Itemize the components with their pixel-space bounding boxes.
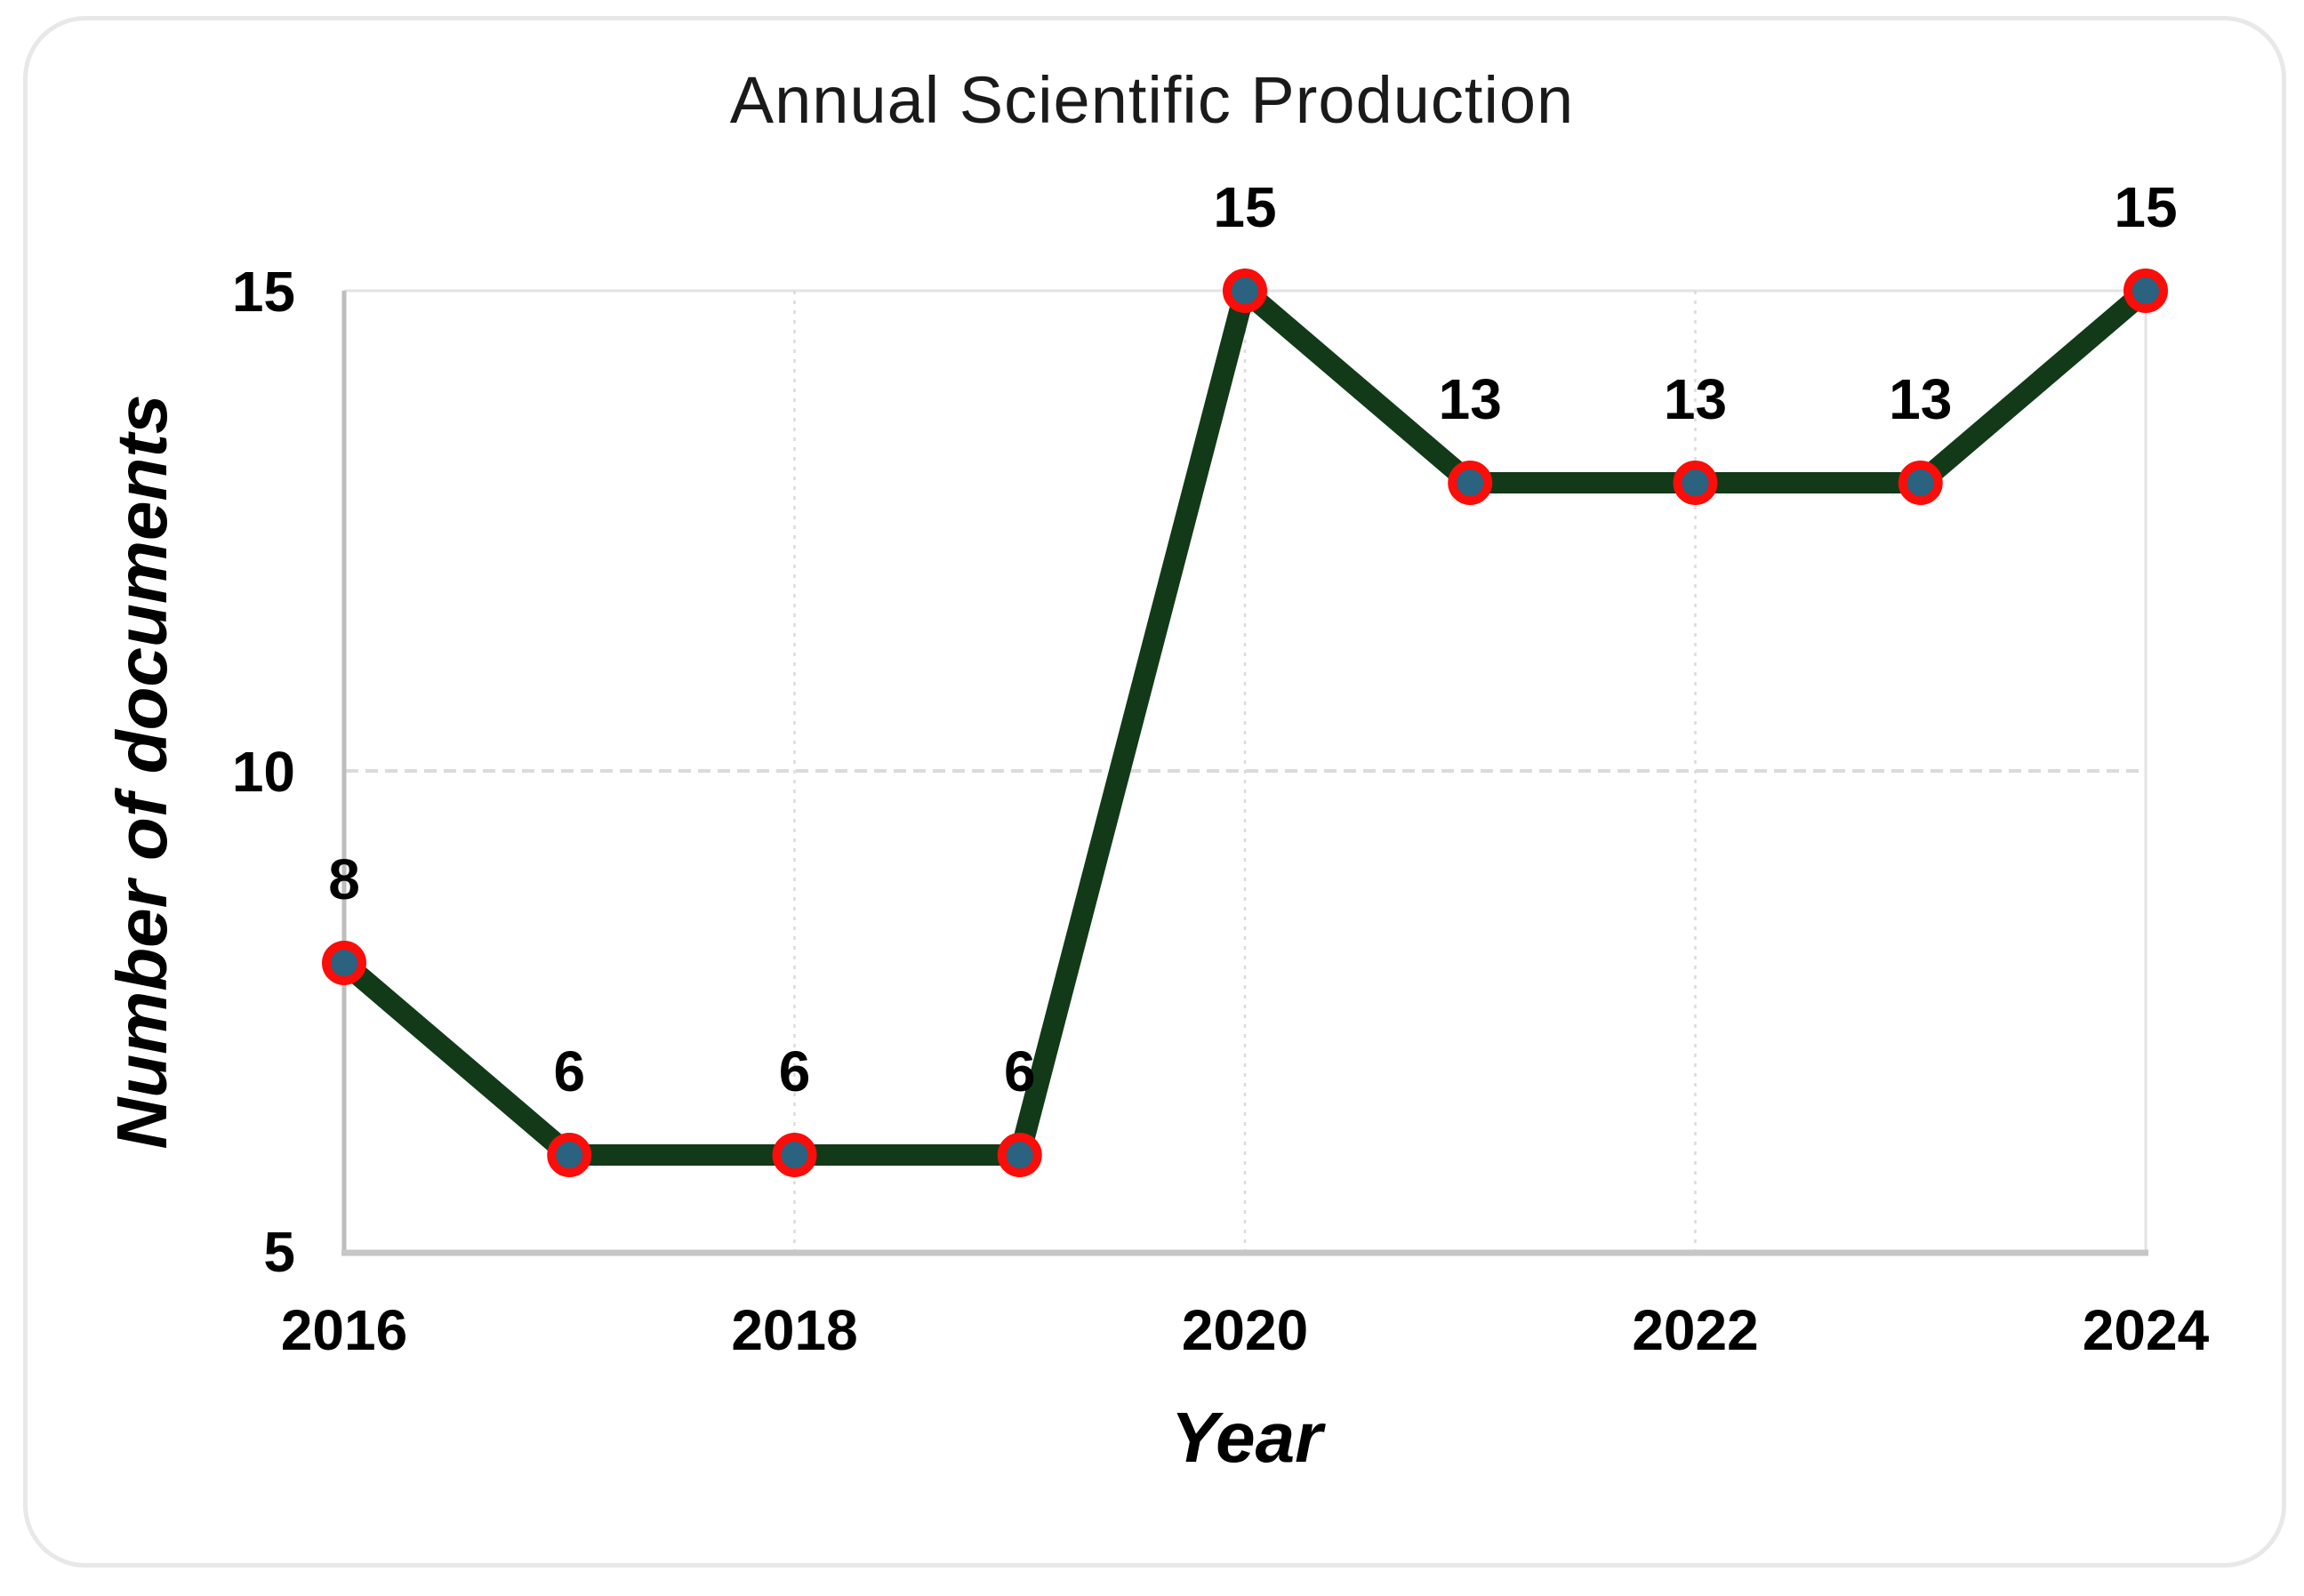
data-point-marker (772, 1133, 817, 1177)
chart-title: Annual Scientific Production (729, 63, 1575, 137)
x-tick-label: 2016 (281, 1298, 407, 1362)
data-point-marker (1448, 461, 1493, 505)
data-point-label: 6 (779, 1039, 811, 1103)
x-tick-label: 2020 (1182, 1298, 1308, 1362)
data-point-label: 13 (1889, 367, 1952, 431)
data-point-marker (997, 1133, 1042, 1177)
data-point-marker (1223, 269, 1267, 313)
data-point-label: 15 (2114, 175, 2177, 239)
data-point-label: 15 (1213, 175, 1276, 239)
chart-card (23, 16, 2286, 1568)
data-point-label: 13 (1664, 367, 1727, 431)
data-point-label: 6 (553, 1039, 585, 1103)
data-point-marker (547, 1133, 592, 1177)
y-tick-label: 5 (263, 1220, 295, 1284)
data-point-marker (322, 941, 366, 985)
data-point-marker (1898, 461, 1943, 505)
data-point-marker (1673, 461, 1718, 505)
x-tick-label: 2018 (731, 1298, 857, 1362)
x-tick-label: 2024 (2083, 1298, 2210, 1362)
x-tick-label: 2022 (1632, 1298, 1758, 1362)
data-point-label: 8 (328, 847, 360, 911)
y-tick-label: 10 (232, 740, 295, 804)
data-point-label: 13 (1439, 367, 1502, 431)
data-point-label: 6 (1004, 1039, 1036, 1103)
data-point-marker (2123, 269, 2168, 313)
y-tick-label: 15 (232, 260, 295, 324)
x-axis-title: Year (1170, 1398, 1323, 1477)
